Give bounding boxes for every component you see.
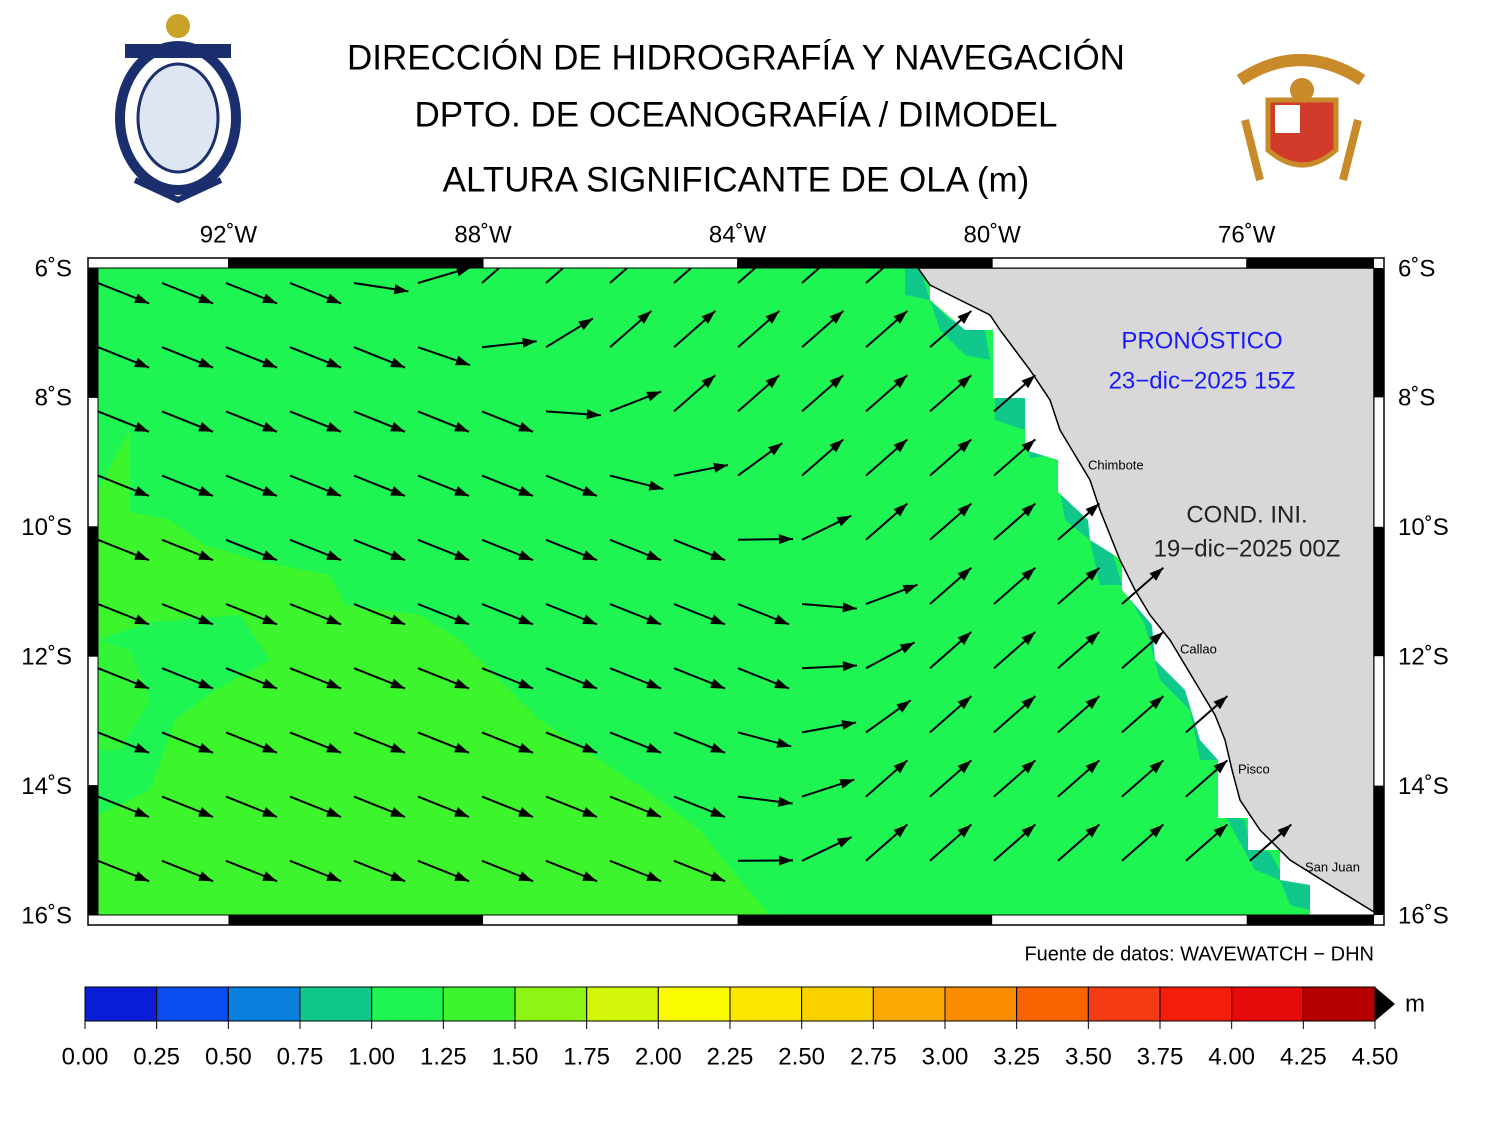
- x-tick-label: 92˚W: [200, 221, 258, 248]
- variable-title: ALTURA SIGNIFICANTE DE OLA (m): [443, 160, 1030, 199]
- colorbar-tick-label: 2.00: [635, 1043, 682, 1070]
- dhn-logo: [120, 14, 236, 200]
- colorbar-tick-label: 2.25: [707, 1043, 754, 1070]
- frame-segment: [88, 527, 98, 656]
- x-tick-label: 88˚W: [454, 221, 512, 248]
- colorbar-segment: [1303, 987, 1375, 1021]
- frame-segment: [228, 915, 483, 925]
- frame-segment: [228, 258, 483, 268]
- colorbar-segment: [1232, 987, 1304, 1021]
- colorbar-tick-label: 4.00: [1208, 1043, 1255, 1070]
- colorbar-segment: [85, 987, 157, 1021]
- colorbar-tick-label: 0.75: [277, 1043, 324, 1070]
- forecast-date: 23−dic−2025 15Z: [1109, 367, 1296, 394]
- y-tick-label: 16˚S: [1398, 902, 1449, 929]
- city-label: San Juan: [1305, 859, 1360, 874]
- colorbar-tick-label: 3.75: [1137, 1043, 1184, 1070]
- colorbar-segment: [587, 987, 659, 1021]
- y-tick-label: 10˚S: [1398, 514, 1449, 541]
- colorbar-segment: [300, 987, 372, 1021]
- y-tick-label: 14˚S: [21, 773, 72, 800]
- y-tick-label: 10˚S: [21, 514, 72, 541]
- colorbar-unit: m: [1405, 990, 1425, 1017]
- initial-date: 19−dic−2025 00Z: [1154, 535, 1341, 562]
- y-tick-label: 12˚S: [21, 644, 72, 671]
- frame-segment: [738, 258, 993, 268]
- frame-segment: [1247, 915, 1374, 925]
- colorbar-tick-label: 3.50: [1065, 1043, 1112, 1070]
- colorbar-segment: [515, 987, 587, 1021]
- colorbar-tick-label: 4.25: [1280, 1043, 1327, 1070]
- colorbar-segment: [730, 987, 802, 1021]
- source-note: Fuente de datos: WAVEWATCH − DHN: [1024, 943, 1374, 965]
- colorbar-tick-label: 1.00: [348, 1043, 395, 1070]
- y-tick-label: 14˚S: [1398, 773, 1449, 800]
- colorbar-tick-label: 2.75: [850, 1043, 897, 1070]
- forecast-label: PRONÓSTICO: [1121, 327, 1282, 354]
- initial-label: COND. INI.: [1186, 501, 1307, 528]
- x-tick-label: 80˚W: [963, 221, 1021, 248]
- city-label: Chimbote: [1088, 457, 1144, 472]
- colorbar-tick-label: 0.00: [62, 1043, 109, 1070]
- colorbar-segment: [1017, 987, 1089, 1021]
- colorbar-tick-label: 0.25: [133, 1043, 180, 1070]
- colorbar-segment: [1160, 987, 1232, 1021]
- colorbar-segment: [443, 987, 515, 1021]
- y-tick-label: 8˚S: [1398, 385, 1435, 412]
- x-tick-label: 76˚W: [1218, 221, 1276, 248]
- colorbar-extension: [1375, 987, 1395, 1021]
- colorbar-segment: [1088, 987, 1160, 1021]
- subtitle: DPTO. DE OCEANOGRAFÍA / DIMODEL: [414, 95, 1057, 134]
- colorbar-tick-label: 3.00: [922, 1043, 969, 1070]
- frame-segment: [1374, 786, 1384, 915]
- frame-segment: [1374, 527, 1384, 656]
- frame-segment: [1374, 268, 1384, 397]
- navy-logo: [1240, 60, 1362, 180]
- colorbar-tick-label: 2.50: [778, 1043, 825, 1070]
- colorbar-tick-label: 1.25: [420, 1043, 467, 1070]
- colorbar-tick-label: 1.50: [492, 1043, 539, 1070]
- y-tick-label: 16˚S: [21, 902, 72, 929]
- colorbar-tick-label: 1.75: [563, 1043, 610, 1070]
- city-label: Pisco: [1238, 761, 1270, 776]
- colorbar-segment: [658, 987, 730, 1021]
- y-tick-label: 6˚S: [1398, 255, 1435, 282]
- y-tick-label: 6˚S: [35, 255, 72, 282]
- frame-segment: [88, 786, 98, 915]
- colorbar-segment: [802, 987, 874, 1021]
- frame-segment: [88, 268, 98, 397]
- title: DIRECCIÓN DE HIDROGRAFÍA Y NAVEGACIÓN: [347, 38, 1125, 77]
- colorbar: 0.00 0.25 0.50 0.75 1.00 1.25 1.50 1.75 2.00 2.25…: [62, 987, 1399, 1070]
- colorbar-tick-label: 3.25: [993, 1043, 1040, 1070]
- colorbar-segment: [157, 987, 229, 1021]
- frame-segment: [1247, 258, 1374, 268]
- colorbar-tick-label: 0.50: [205, 1043, 252, 1070]
- colorbar-segment: [945, 987, 1017, 1021]
- colorbar-tick-label: 4.50: [1352, 1043, 1399, 1070]
- city-label: Callao: [1180, 641, 1217, 656]
- frame-segment: [738, 915, 993, 925]
- y-tick-label: 12˚S: [1398, 644, 1449, 671]
- y-tick-label: 8˚S: [35, 385, 72, 412]
- colorbar-segment: [228, 987, 300, 1021]
- colorbar-segment: [372, 987, 444, 1021]
- colorbar-segment: [873, 987, 945, 1021]
- x-tick-label: 84˚W: [709, 221, 767, 248]
